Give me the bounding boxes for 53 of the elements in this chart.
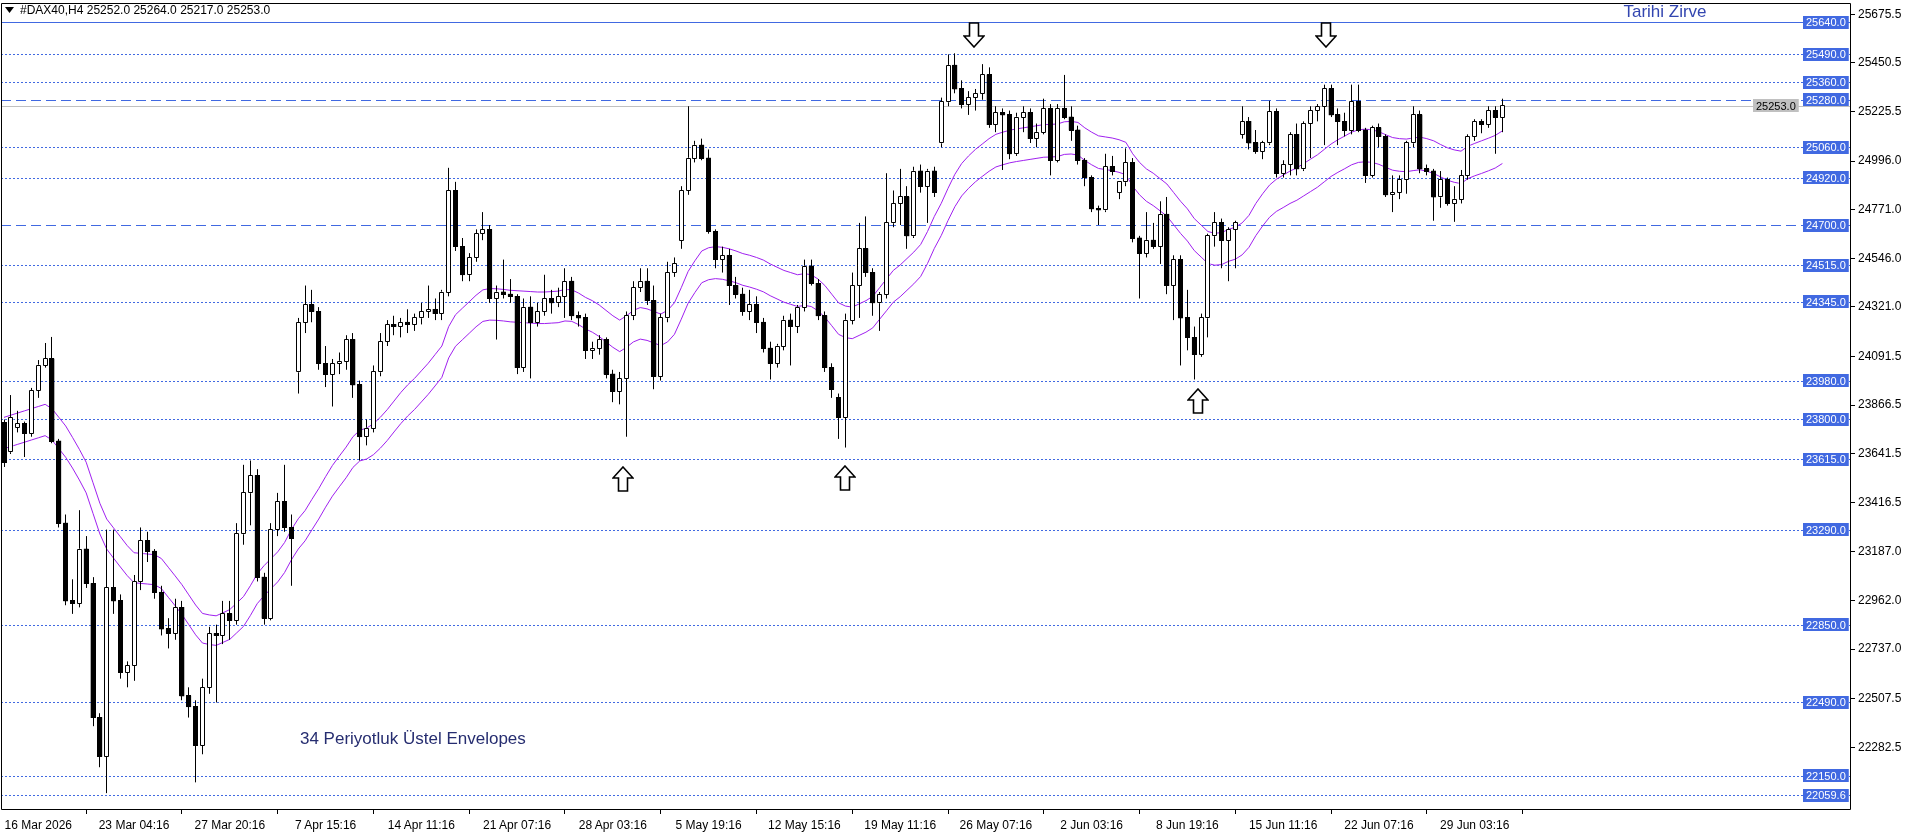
x-tick-label: 15 Jun 11:16	[1248, 817, 1318, 832]
ref-line-label: 23290.0	[1806, 523, 1846, 536]
y-tick-label: 25675.5	[1858, 6, 1902, 21]
y-tick-label: 24546.0	[1858, 250, 1902, 265]
x-tick-label: 14 Apr 11:16	[387, 817, 456, 832]
y-tick-label: 22962.0	[1858, 592, 1902, 607]
ref-line-label: 24345.0	[1806, 295, 1846, 308]
ref-line-label: 22059.6	[1806, 788, 1846, 801]
ref-line-label: 24515.0	[1806, 258, 1846, 271]
y-tick-label: 22507.5	[1858, 690, 1902, 705]
x-tick-label: 12 May 15:16	[768, 817, 842, 832]
ref-line-label: 22150.0	[1806, 769, 1846, 782]
ref-line-label: 22850.0	[1806, 618, 1846, 631]
y-tick-label: 23866.5	[1858, 397, 1902, 412]
x-tick-label: 29 Jun 03:16	[1440, 817, 1510, 832]
ref-line-label: 25360.0	[1806, 75, 1846, 88]
x-tick-label: 23 Mar 04:16	[98, 817, 170, 832]
ref-line-label: 25253.0	[1756, 99, 1796, 112]
y-tick-label: 22282.5	[1858, 739, 1902, 754]
x-tick-label: 28 Apr 03:16	[578, 817, 648, 832]
y-tick-label: 24771.0	[1858, 202, 1902, 217]
ref-line-label: 23800.0	[1806, 412, 1846, 425]
ref-line-label: 25490.0	[1806, 47, 1846, 60]
x-tick-label: 27 Mar 20:16	[194, 817, 266, 832]
x-tick-label: 7 Apr 15:16	[294, 817, 357, 832]
y-tick-label: 24996.0	[1858, 153, 1902, 168]
x-tick-label: 21 Apr 07:16	[483, 817, 552, 832]
chart-title: #DAX40,H4 25252.0 25264.0 25217.0 25253.0	[20, 3, 271, 18]
y-tick-label: 24321.0	[1858, 299, 1902, 314]
x-tick-label: 5 May 19:16	[675, 817, 742, 832]
x-tick-label: 8 Jun 19:16	[1156, 817, 1220, 832]
y-tick-label: 25450.5	[1858, 55, 1902, 70]
annotation: 34 Periyotluk Üstel Envelopes	[299, 729, 526, 749]
y-tick-label: 23641.5	[1858, 446, 1902, 461]
x-tick-label: 19 May 11:16	[864, 817, 937, 832]
ref-line-label: 25060.0	[1806, 140, 1846, 153]
x-tick-label: 26 May 07:16	[959, 817, 1033, 832]
ref-line-label: 24700.0	[1806, 218, 1846, 231]
x-tick-label: 2 Jun 03:16	[1060, 817, 1124, 832]
y-tick-label: 23416.5	[1858, 494, 1902, 509]
ref-line-label: 22490.0	[1806, 695, 1846, 708]
x-tick-label: 16 Mar 2026	[4, 817, 73, 832]
ref-line-label: 25280.0	[1806, 93, 1846, 106]
ref-line-label: 24920.0	[1806, 171, 1846, 184]
ref-line-label: 25640.0	[1806, 15, 1846, 28]
y-tick-label: 23187.0	[1858, 544, 1902, 559]
y-tick-label: 24091.5	[1858, 348, 1902, 363]
ref-line-label: 23980.0	[1806, 374, 1846, 387]
x-tick-label: 22 Jun 07:16	[1344, 817, 1414, 832]
y-tick-label: 25225.5	[1858, 103, 1902, 118]
annotation: Tarihi Zirve	[1623, 2, 1707, 22]
ref-line-label: 23615.0	[1806, 452, 1846, 465]
y-tick-label: 22737.0	[1858, 641, 1902, 656]
